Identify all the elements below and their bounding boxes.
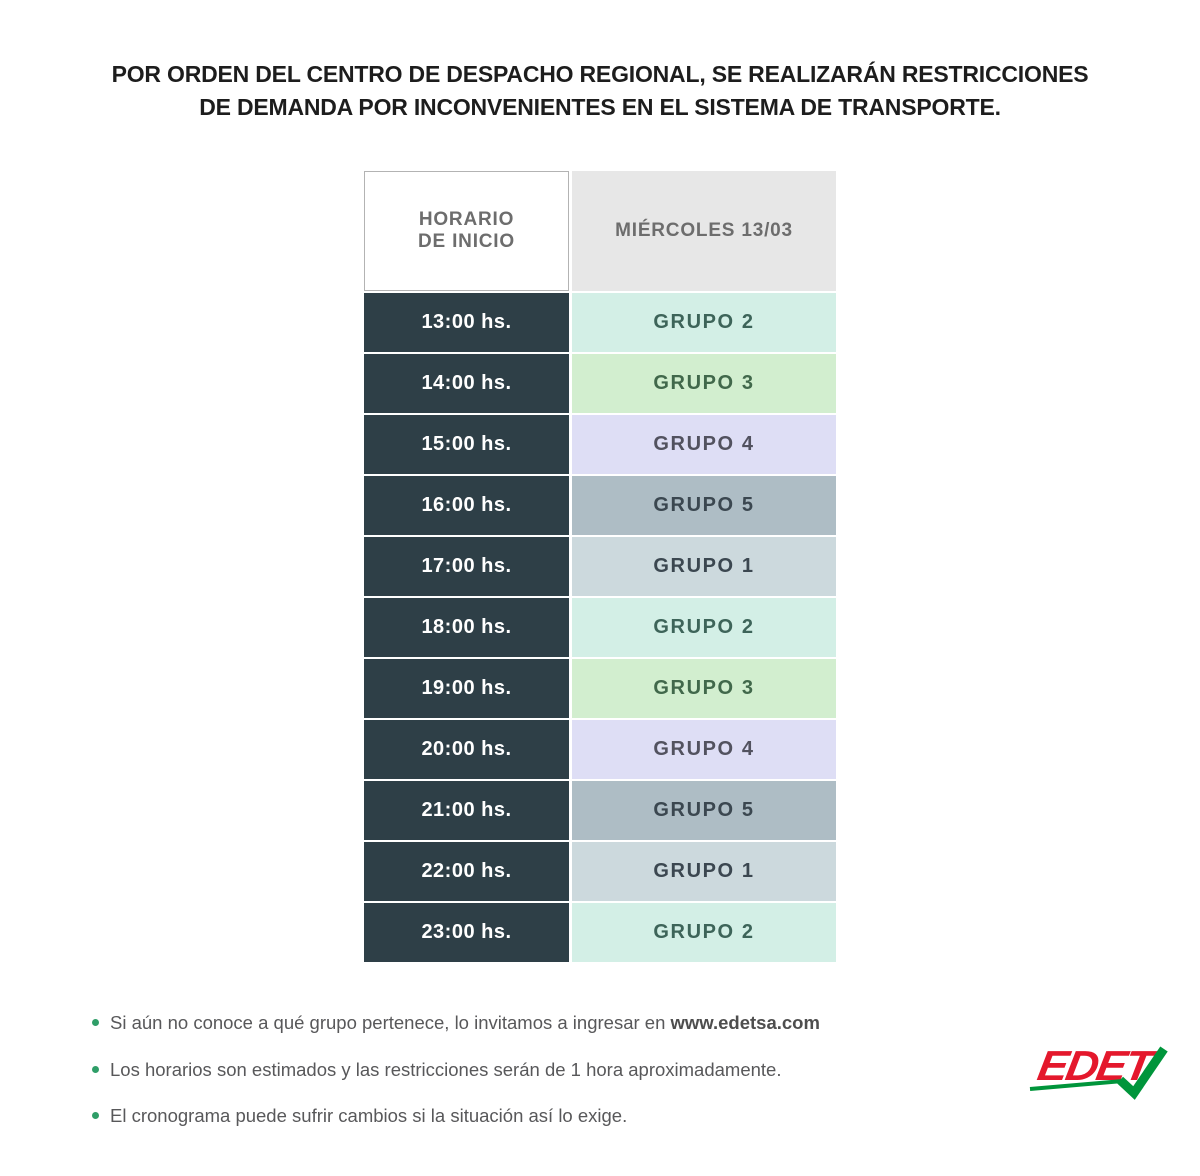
group-cell: GRUPO 5 <box>572 476 836 536</box>
group-cell: GRUPO 4 <box>572 720 836 780</box>
page-title: POR ORDEN DEL CENTRO DE DESPACHO REGIONA… <box>0 0 1200 123</box>
group-cell: GRUPO 2 <box>572 293 836 353</box>
group-cell: GRUPO 4 <box>572 415 836 475</box>
page-title-line2: DE DEMANDA POR INCONVENIENTES EN EL SIST… <box>199 93 1001 120</box>
time-cell: 13:00 hs. <box>364 293 569 353</box>
time-cell: 21:00 hs. <box>364 781 569 841</box>
table-row: 17:00 hs. GRUPO 1 <box>364 537 836 597</box>
table-row: 16:00 hs. GRUPO 5 <box>364 476 836 536</box>
note-text-plain: Los horarios son estimados y las restric… <box>110 1058 782 1080</box>
table-row: 23:00 hs. GRUPO 2 <box>364 903 836 963</box>
time-cell: 15:00 hs. <box>364 415 569 475</box>
note-text-plain: El cronograma puede sufrir cambios si la… <box>110 1104 628 1126</box>
group-cell: GRUPO 1 <box>572 537 836 597</box>
edet-logo-underline <box>1029 1079 1124 1091</box>
note-text-plain: Si aún no conoce a qué grupo pertenece, … <box>110 1012 671 1034</box>
time-cell: 14:00 hs. <box>364 354 569 414</box>
time-cell: 20:00 hs. <box>364 720 569 780</box>
edet-logo: EDET <box>1029 1042 1168 1100</box>
table-row: 22:00 hs. GRUPO 1 <box>364 842 836 902</box>
time-cell: 23:00 hs. <box>364 903 569 963</box>
note-text: Si aún no conoce a qué grupo pertenece, … <box>110 1012 820 1033</box>
note-text: El cronograma puede sufrir cambios si la… <box>110 1105 627 1126</box>
edet-logo-checkmark-icon <box>1116 1046 1168 1100</box>
table-row: 21:00 hs. GRUPO 5 <box>364 781 836 841</box>
group-cell: GRUPO 5 <box>572 781 836 841</box>
table-row: 20:00 hs. GRUPO 4 <box>364 720 836 780</box>
time-cell: 22:00 hs. <box>364 842 569 902</box>
time-cell: 19:00 hs. <box>364 659 569 719</box>
list-item: Los horarios son estimados y las restric… <box>92 1059 992 1080</box>
table-row: 14:00 hs. GRUPO 3 <box>364 354 836 414</box>
bullet-icon <box>92 1019 99 1027</box>
list-item: Si aún no conoce a qué grupo pertenece, … <box>92 1012 992 1033</box>
website-link[interactable]: www.edetsa.com <box>670 1012 820 1034</box>
group-cell: GRUPO 2 <box>572 903 836 963</box>
page-title-line1: POR ORDEN DEL CENTRO DE DESPACHO REGIONA… <box>111 61 1089 87</box>
note-text: Los horarios son estimados y las restric… <box>110 1059 781 1080</box>
list-item: El cronograma puede sufrir cambios si la… <box>92 1105 992 1126</box>
table-row: 18:00 hs. GRUPO 2 <box>364 598 836 658</box>
notes-list: Si aún no conoce a qué grupo pertenece, … <box>92 1012 992 1126</box>
schedule-table: HORARIO DE INICIO MIÉRCOLES 13/03 13:00 … <box>364 171 836 963</box>
time-cell: 16:00 hs. <box>364 476 569 536</box>
table-row: 19:00 hs. GRUPO 3 <box>364 659 836 719</box>
table-row: 13:00 hs. GRUPO 2 <box>364 293 836 353</box>
time-cell: 17:00 hs. <box>364 537 569 597</box>
group-cell: GRUPO 3 <box>572 659 836 719</box>
group-cell: GRUPO 3 <box>572 354 836 414</box>
group-cell: GRUPO 2 <box>572 598 836 658</box>
column-header-day: MIÉRCOLES 13/03 <box>572 171 836 292</box>
table-row: 15:00 hs. GRUPO 4 <box>364 415 836 475</box>
bullet-icon <box>92 1111 99 1119</box>
bullet-icon <box>92 1065 99 1073</box>
table-header-row: HORARIO DE INICIO MIÉRCOLES 13/03 <box>364 171 836 292</box>
column-header-time: HORARIO DE INICIO <box>364 171 569 292</box>
group-cell: GRUPO 1 <box>572 842 836 902</box>
time-cell: 18:00 hs. <box>364 598 569 658</box>
